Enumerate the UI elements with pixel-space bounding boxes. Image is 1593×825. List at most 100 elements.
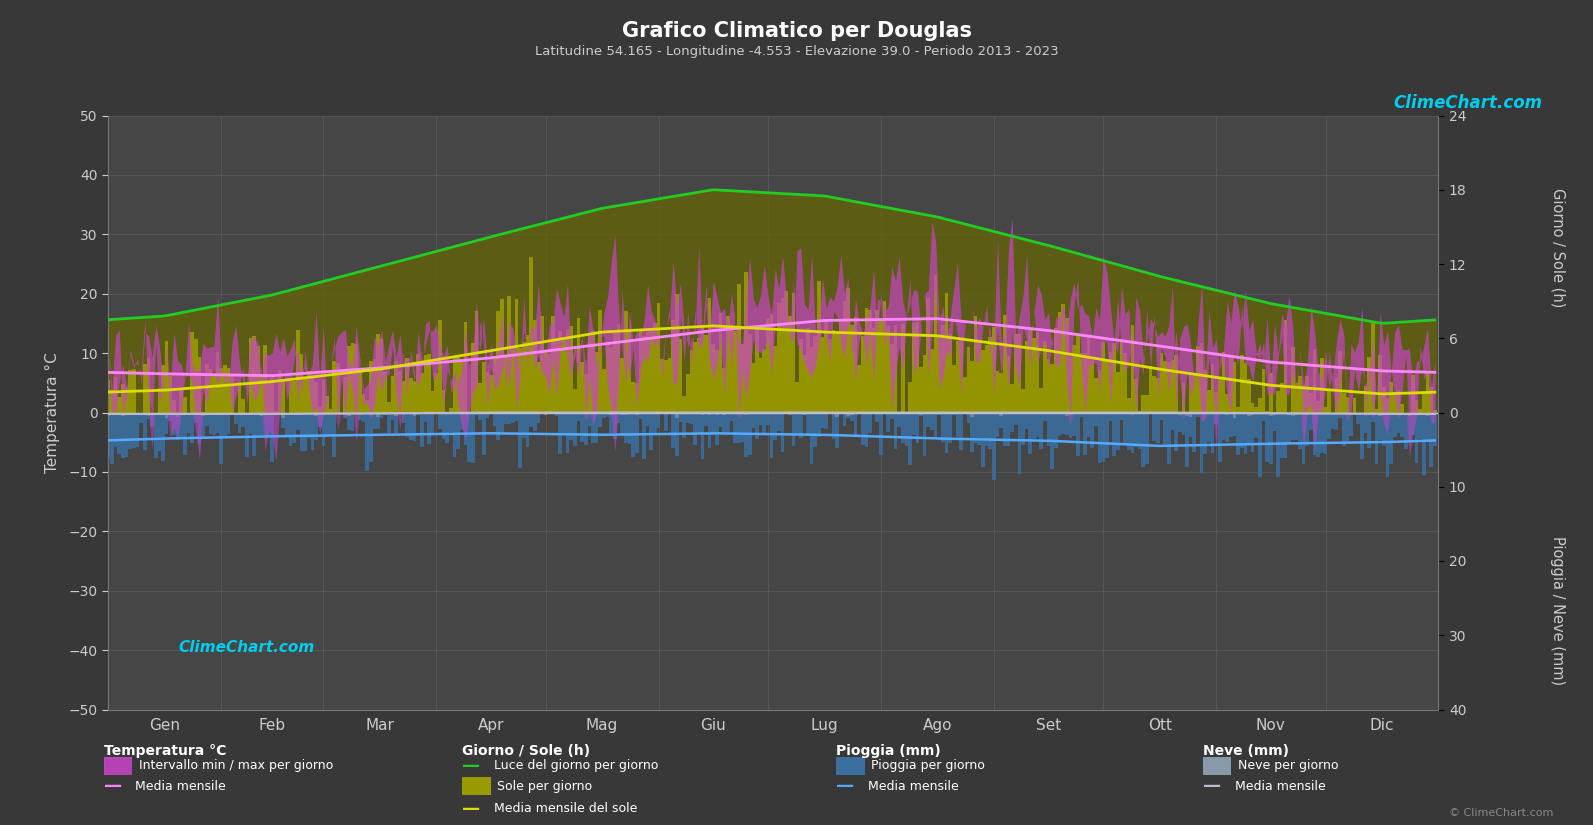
- Bar: [1423, 321, 1426, 393]
- Bar: [1061, 249, 1066, 304]
- Bar: [766, 412, 769, 425]
- Bar: [175, 412, 180, 440]
- Bar: [883, 412, 886, 413]
- Bar: [1013, 412, 1018, 425]
- Bar: [1306, 310, 1309, 376]
- Bar: [147, 317, 150, 358]
- Bar: [602, 369, 605, 412]
- Bar: [835, 412, 840, 448]
- Bar: [1321, 412, 1324, 453]
- Bar: [876, 412, 879, 422]
- Bar: [110, 390, 113, 412]
- Bar: [1386, 412, 1389, 477]
- Bar: [820, 337, 825, 412]
- Bar: [1098, 412, 1101, 463]
- Bar: [707, 412, 712, 448]
- Bar: [370, 412, 373, 415]
- Bar: [1316, 312, 1321, 402]
- Bar: [894, 325, 897, 412]
- Bar: [803, 355, 806, 412]
- Bar: [1411, 412, 1415, 436]
- Bar: [481, 238, 486, 362]
- Bar: [231, 303, 234, 375]
- Bar: [500, 299, 503, 412]
- Bar: [1004, 412, 1007, 446]
- Bar: [299, 287, 303, 354]
- Bar: [1301, 412, 1306, 414]
- Bar: [307, 370, 311, 412]
- Bar: [774, 412, 777, 440]
- Bar: [902, 210, 905, 324]
- Bar: [215, 412, 220, 433]
- Bar: [843, 200, 846, 301]
- Bar: [682, 412, 687, 438]
- Bar: [1309, 412, 1313, 430]
- Bar: [610, 412, 613, 436]
- Bar: [846, 288, 851, 412]
- Bar: [1219, 378, 1222, 412]
- Bar: [897, 412, 902, 427]
- Bar: [781, 412, 784, 452]
- Bar: [1047, 359, 1050, 412]
- Bar: [1423, 393, 1426, 412]
- Bar: [362, 412, 365, 422]
- Bar: [1177, 412, 1182, 415]
- Bar: [107, 412, 110, 416]
- Bar: [358, 370, 362, 412]
- Bar: [911, 213, 916, 323]
- Bar: [1316, 412, 1321, 414]
- Bar: [843, 301, 846, 412]
- Bar: [472, 242, 475, 343]
- Bar: [1152, 275, 1157, 375]
- Bar: [840, 320, 843, 412]
- Bar: [282, 379, 285, 412]
- Bar: [984, 412, 988, 446]
- Bar: [777, 193, 781, 303]
- Bar: [1298, 309, 1301, 376]
- Bar: [1055, 328, 1058, 412]
- Bar: [543, 412, 548, 413]
- Bar: [1142, 412, 1145, 414]
- Bar: [693, 412, 696, 445]
- Bar: [682, 195, 687, 396]
- Bar: [1411, 412, 1415, 415]
- Bar: [624, 311, 628, 412]
- Bar: [405, 259, 409, 358]
- Bar: [1233, 412, 1236, 418]
- Bar: [682, 396, 687, 412]
- Bar: [1309, 311, 1313, 393]
- Bar: [1075, 335, 1080, 412]
- Bar: [277, 293, 282, 370]
- Bar: [577, 318, 580, 412]
- Bar: [387, 402, 390, 412]
- Bar: [911, 323, 916, 412]
- Bar: [1219, 412, 1222, 462]
- Bar: [948, 334, 953, 412]
- Bar: [795, 382, 800, 412]
- Bar: [744, 271, 747, 412]
- Bar: [1284, 320, 1287, 412]
- Bar: [616, 205, 620, 323]
- Bar: [580, 214, 585, 362]
- Bar: [562, 338, 566, 412]
- Bar: [492, 412, 497, 427]
- Bar: [1397, 412, 1400, 414]
- Bar: [620, 412, 624, 435]
- Bar: [941, 412, 945, 414]
- Bar: [314, 382, 319, 412]
- Bar: [180, 389, 183, 412]
- Bar: [919, 214, 922, 367]
- Bar: [1279, 383, 1284, 412]
- Bar: [1408, 322, 1411, 412]
- Bar: [883, 207, 886, 301]
- Bar: [1106, 412, 1109, 458]
- Bar: [472, 343, 475, 412]
- Bar: [577, 412, 580, 421]
- Bar: [1378, 412, 1383, 440]
- Bar: [1018, 334, 1021, 412]
- Bar: [763, 192, 766, 349]
- Bar: [803, 412, 806, 415]
- Bar: [268, 295, 271, 381]
- Bar: [416, 257, 421, 354]
- Bar: [992, 327, 996, 412]
